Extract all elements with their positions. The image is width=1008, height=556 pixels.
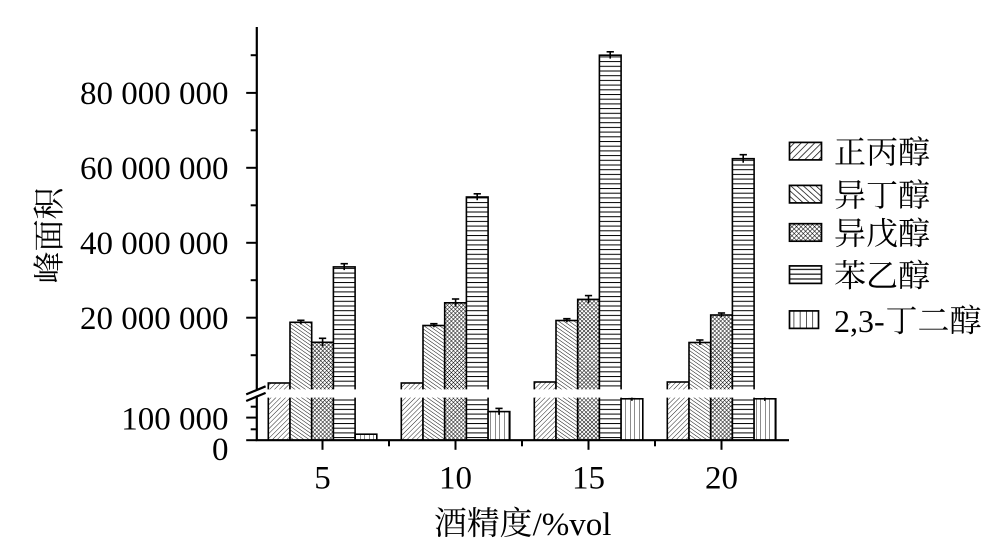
svg-text:15: 15 [572, 461, 605, 497]
svg-text:10: 10 [439, 461, 472, 497]
svg-text:60 000 000: 60 000 000 [80, 151, 229, 187]
svg-text:5: 5 [314, 461, 331, 497]
svg-text:0: 0 [212, 432, 229, 468]
svg-text:2,3-: 2,3- [834, 303, 885, 339]
svg-text:/%vol: /%vol [533, 507, 612, 543]
svg-text:80 000 000: 80 000 000 [80, 76, 229, 112]
svg-text:20: 20 [705, 461, 738, 497]
svg-text:40 000 000: 40 000 000 [80, 226, 229, 262]
svg-text:100 000: 100 000 [121, 402, 228, 438]
svg-text:20 000 000: 20 000 000 [80, 301, 229, 337]
